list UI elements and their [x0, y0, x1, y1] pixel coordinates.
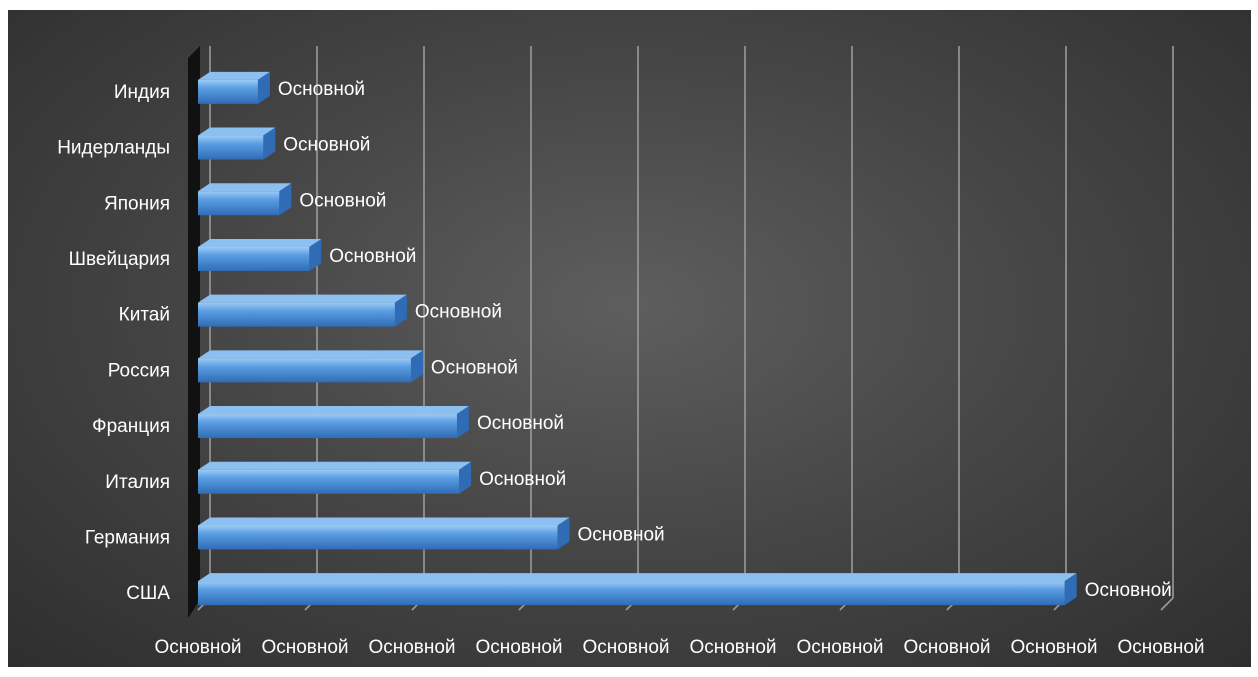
- category-label: Индия: [114, 82, 170, 103]
- data-label: Основной: [283, 135, 370, 156]
- bar-top-face: [198, 517, 570, 526]
- category-label: Италия: [105, 472, 170, 493]
- x-tick-label: Основной: [689, 637, 776, 658]
- data-label: Основной: [431, 357, 518, 378]
- bar: [198, 350, 423, 383]
- bar-side-face: [394, 294, 407, 327]
- data-label: Основной: [329, 246, 416, 267]
- category-label: Китай: [119, 305, 170, 326]
- bar: [198, 294, 407, 327]
- bar: [198, 573, 1077, 606]
- bar-chart: Основной Основной Основной Основной Основной…: [57, 46, 1205, 658]
- bar-top-face: [198, 183, 292, 192]
- data-label: Основной: [477, 413, 564, 434]
- bar-front-face: [198, 246, 310, 271]
- bar-front-face: [198, 358, 411, 383]
- bar-front-face: [198, 469, 460, 494]
- category-label: Германия: [85, 527, 170, 548]
- category-label: Япония: [104, 193, 170, 214]
- bar-top-face: [198, 573, 1077, 582]
- bar-top-face: [198, 71, 270, 80]
- label-layer: Основной Основной Основной Основной Основной…: [57, 79, 1204, 658]
- category-label: Нидерланды: [57, 138, 170, 159]
- bar-top-face: [198, 294, 407, 303]
- bar-side-face: [459, 461, 472, 494]
- bar-top-face: [198, 406, 469, 415]
- category-label: Франция: [92, 416, 170, 437]
- bar-front-face: [198, 79, 258, 104]
- bar-front-face: [198, 581, 1065, 606]
- floor-tick: [1160, 597, 1174, 611]
- category-label: Россия: [108, 360, 170, 381]
- bar-front-face: [198, 135, 264, 160]
- bar: [198, 461, 472, 494]
- bar-side-face: [1064, 573, 1077, 606]
- bar-side-face: [309, 238, 322, 271]
- bar: [198, 127, 276, 160]
- bar-top-face: [198, 127, 276, 136]
- bar-front-face: [198, 414, 457, 439]
- bar-side-face: [257, 71, 270, 104]
- chart-area: Основной Основной Основной Основной Основной…: [8, 10, 1251, 667]
- x-tick-label: Основной: [903, 637, 990, 658]
- x-tick-label: Основной: [582, 637, 669, 658]
- bar-layer: [198, 71, 1077, 606]
- x-tick-label: Основной: [261, 637, 348, 658]
- x-tick-label: Основной: [1010, 637, 1097, 658]
- data-label: Основной: [1085, 580, 1172, 601]
- x-tick-label: Основной: [154, 637, 241, 658]
- bar: [198, 517, 570, 550]
- bar-side-face: [279, 183, 292, 216]
- bar-front-face: [198, 191, 280, 216]
- x-tick-label: Основной: [796, 637, 883, 658]
- data-label: Основной: [578, 524, 665, 545]
- category-label: Швейцария: [69, 249, 170, 270]
- chart-back-wall: [188, 46, 200, 618]
- category-label: США: [126, 583, 170, 604]
- bar-top-face: [198, 238, 322, 247]
- bar: [198, 183, 292, 216]
- bar-top-face: [198, 461, 472, 470]
- data-label: Основной: [415, 302, 502, 323]
- x-tick-label: Основной: [475, 637, 562, 658]
- bar-front-face: [198, 302, 395, 327]
- bar-side-face: [456, 406, 469, 439]
- bar: [198, 406, 469, 439]
- x-tick-label: Основной: [1117, 637, 1204, 658]
- x-tick-label: Основной: [368, 637, 455, 658]
- bar-side-face: [557, 517, 570, 550]
- axis-layer: [188, 46, 200, 618]
- bar-side-face: [263, 127, 276, 160]
- bar-top-face: [198, 350, 423, 359]
- bar: [198, 238, 322, 271]
- data-label: Основной: [299, 190, 386, 211]
- data-label: Основной: [278, 79, 365, 100]
- bar-side-face: [410, 350, 423, 383]
- bar: [198, 71, 270, 104]
- bar-front-face: [198, 525, 558, 550]
- data-label: Основной: [479, 469, 566, 490]
